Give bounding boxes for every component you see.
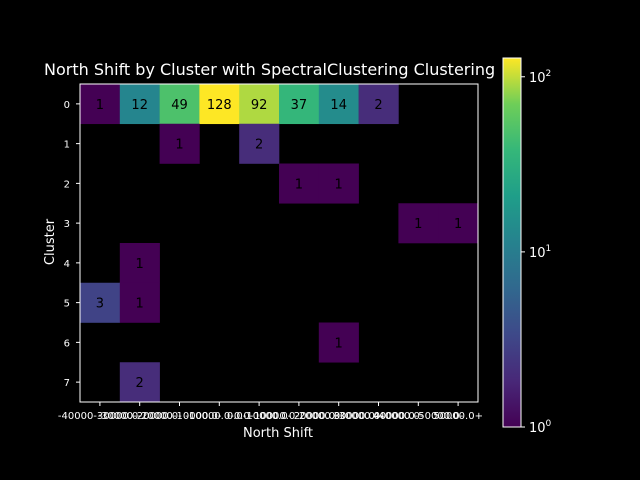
heatmap-cell <box>119 282 160 323</box>
y-tick-label: 7 <box>64 378 70 389</box>
y-axis-label: Cluster <box>43 218 58 265</box>
colorbar-gradient <box>503 58 521 427</box>
colorbar-tick-label: 100 <box>529 419 552 436</box>
heatmap-cell <box>438 203 479 244</box>
x-tick-label: -20000-10000.0- <box>138 411 222 422</box>
x-tick-label: -40000-30000.0- <box>58 411 142 422</box>
cell-value-label: 12 <box>131 98 148 113</box>
y-tick-label: 3 <box>64 219 70 230</box>
y-tick-label: 6 <box>64 338 70 349</box>
cell-value-label: 1 <box>414 217 422 232</box>
heatmap-cell <box>239 84 280 125</box>
axes-frame <box>79 83 479 403</box>
heatmap-cell <box>239 123 280 164</box>
colorbar: 100 101 102 <box>502 57 552 436</box>
heatmap-cell <box>318 163 359 204</box>
cell-value-label: 1 <box>335 336 343 351</box>
y-tick-label: 2 <box>64 179 70 190</box>
cell-value-label: 2 <box>136 376 144 391</box>
heatmap-cell <box>159 84 200 125</box>
y-tick-label: 4 <box>64 259 70 270</box>
heatmap-cell <box>318 322 359 363</box>
heatmap-cell <box>279 163 320 204</box>
x-tick-label: -10000.0-0.0- <box>185 411 253 422</box>
plot-area: 1 12 49 128 92 37 14 21 21 11 113 11201234567-40000… <box>58 83 483 422</box>
cell-value-label: 1 <box>136 297 144 312</box>
heatmap-cell <box>119 362 160 403</box>
heatmap-cell <box>318 84 359 125</box>
colorbar-frame <box>502 57 522 428</box>
cell-value-label: 49 <box>171 98 188 113</box>
cell-value-label: 128 <box>207 98 232 113</box>
cell-value-label: 37 <box>291 98 308 113</box>
x-tick-label: 30000.0-40000.0- <box>334 411 424 422</box>
heatmap-cell <box>358 84 399 125</box>
heatmap-cell <box>80 282 121 323</box>
y-tick-label: 0 <box>64 100 70 111</box>
x-tick-label: 50000.0+ <box>433 411 483 422</box>
cell-value-label: 1 <box>454 217 462 232</box>
x-tick-label: 10000.0-20000.0- <box>254 411 344 422</box>
heatmap-cell <box>119 243 160 284</box>
cell-value-label: 2 <box>255 138 263 153</box>
colorbar-tick-label: 102 <box>529 69 551 86</box>
y-tick-label: 5 <box>64 299 70 310</box>
x-tick-label: 20000.0-30000.0- <box>294 411 384 422</box>
heatmap-cell <box>398 203 439 244</box>
heatmap-cell <box>279 84 320 125</box>
cell-value-label: 3 <box>96 297 104 312</box>
colorbar-tick-label: 101 <box>529 244 551 261</box>
cell-value-label: 14 <box>330 98 347 113</box>
x-tick-label: 0.0-10000.0- <box>227 411 292 422</box>
cell-value-label: 1 <box>96 98 104 113</box>
cell-value-label: 1 <box>335 177 343 192</box>
cell-value-label: 1 <box>175 138 183 153</box>
heatmap-cell <box>80 84 121 125</box>
x-tick-label: -30000-20000.0- <box>98 411 182 422</box>
heatmap-cell <box>159 123 200 164</box>
cell-value-label: 2 <box>374 98 382 113</box>
cell-value-label: 1 <box>295 177 303 192</box>
chart-title: North Shift by Cluster with SpectralClus… <box>44 60 495 79</box>
x-axis-label: North Shift <box>243 426 313 441</box>
y-tick-label: 1 <box>64 140 70 151</box>
cell-value-label: 92 <box>251 98 268 113</box>
cell-value-label: 1 <box>136 257 144 272</box>
x-tick-label: 40000.0-50000.0- <box>373 411 463 422</box>
heatmap-cell <box>199 84 240 125</box>
heatmap-cell <box>119 84 160 125</box>
